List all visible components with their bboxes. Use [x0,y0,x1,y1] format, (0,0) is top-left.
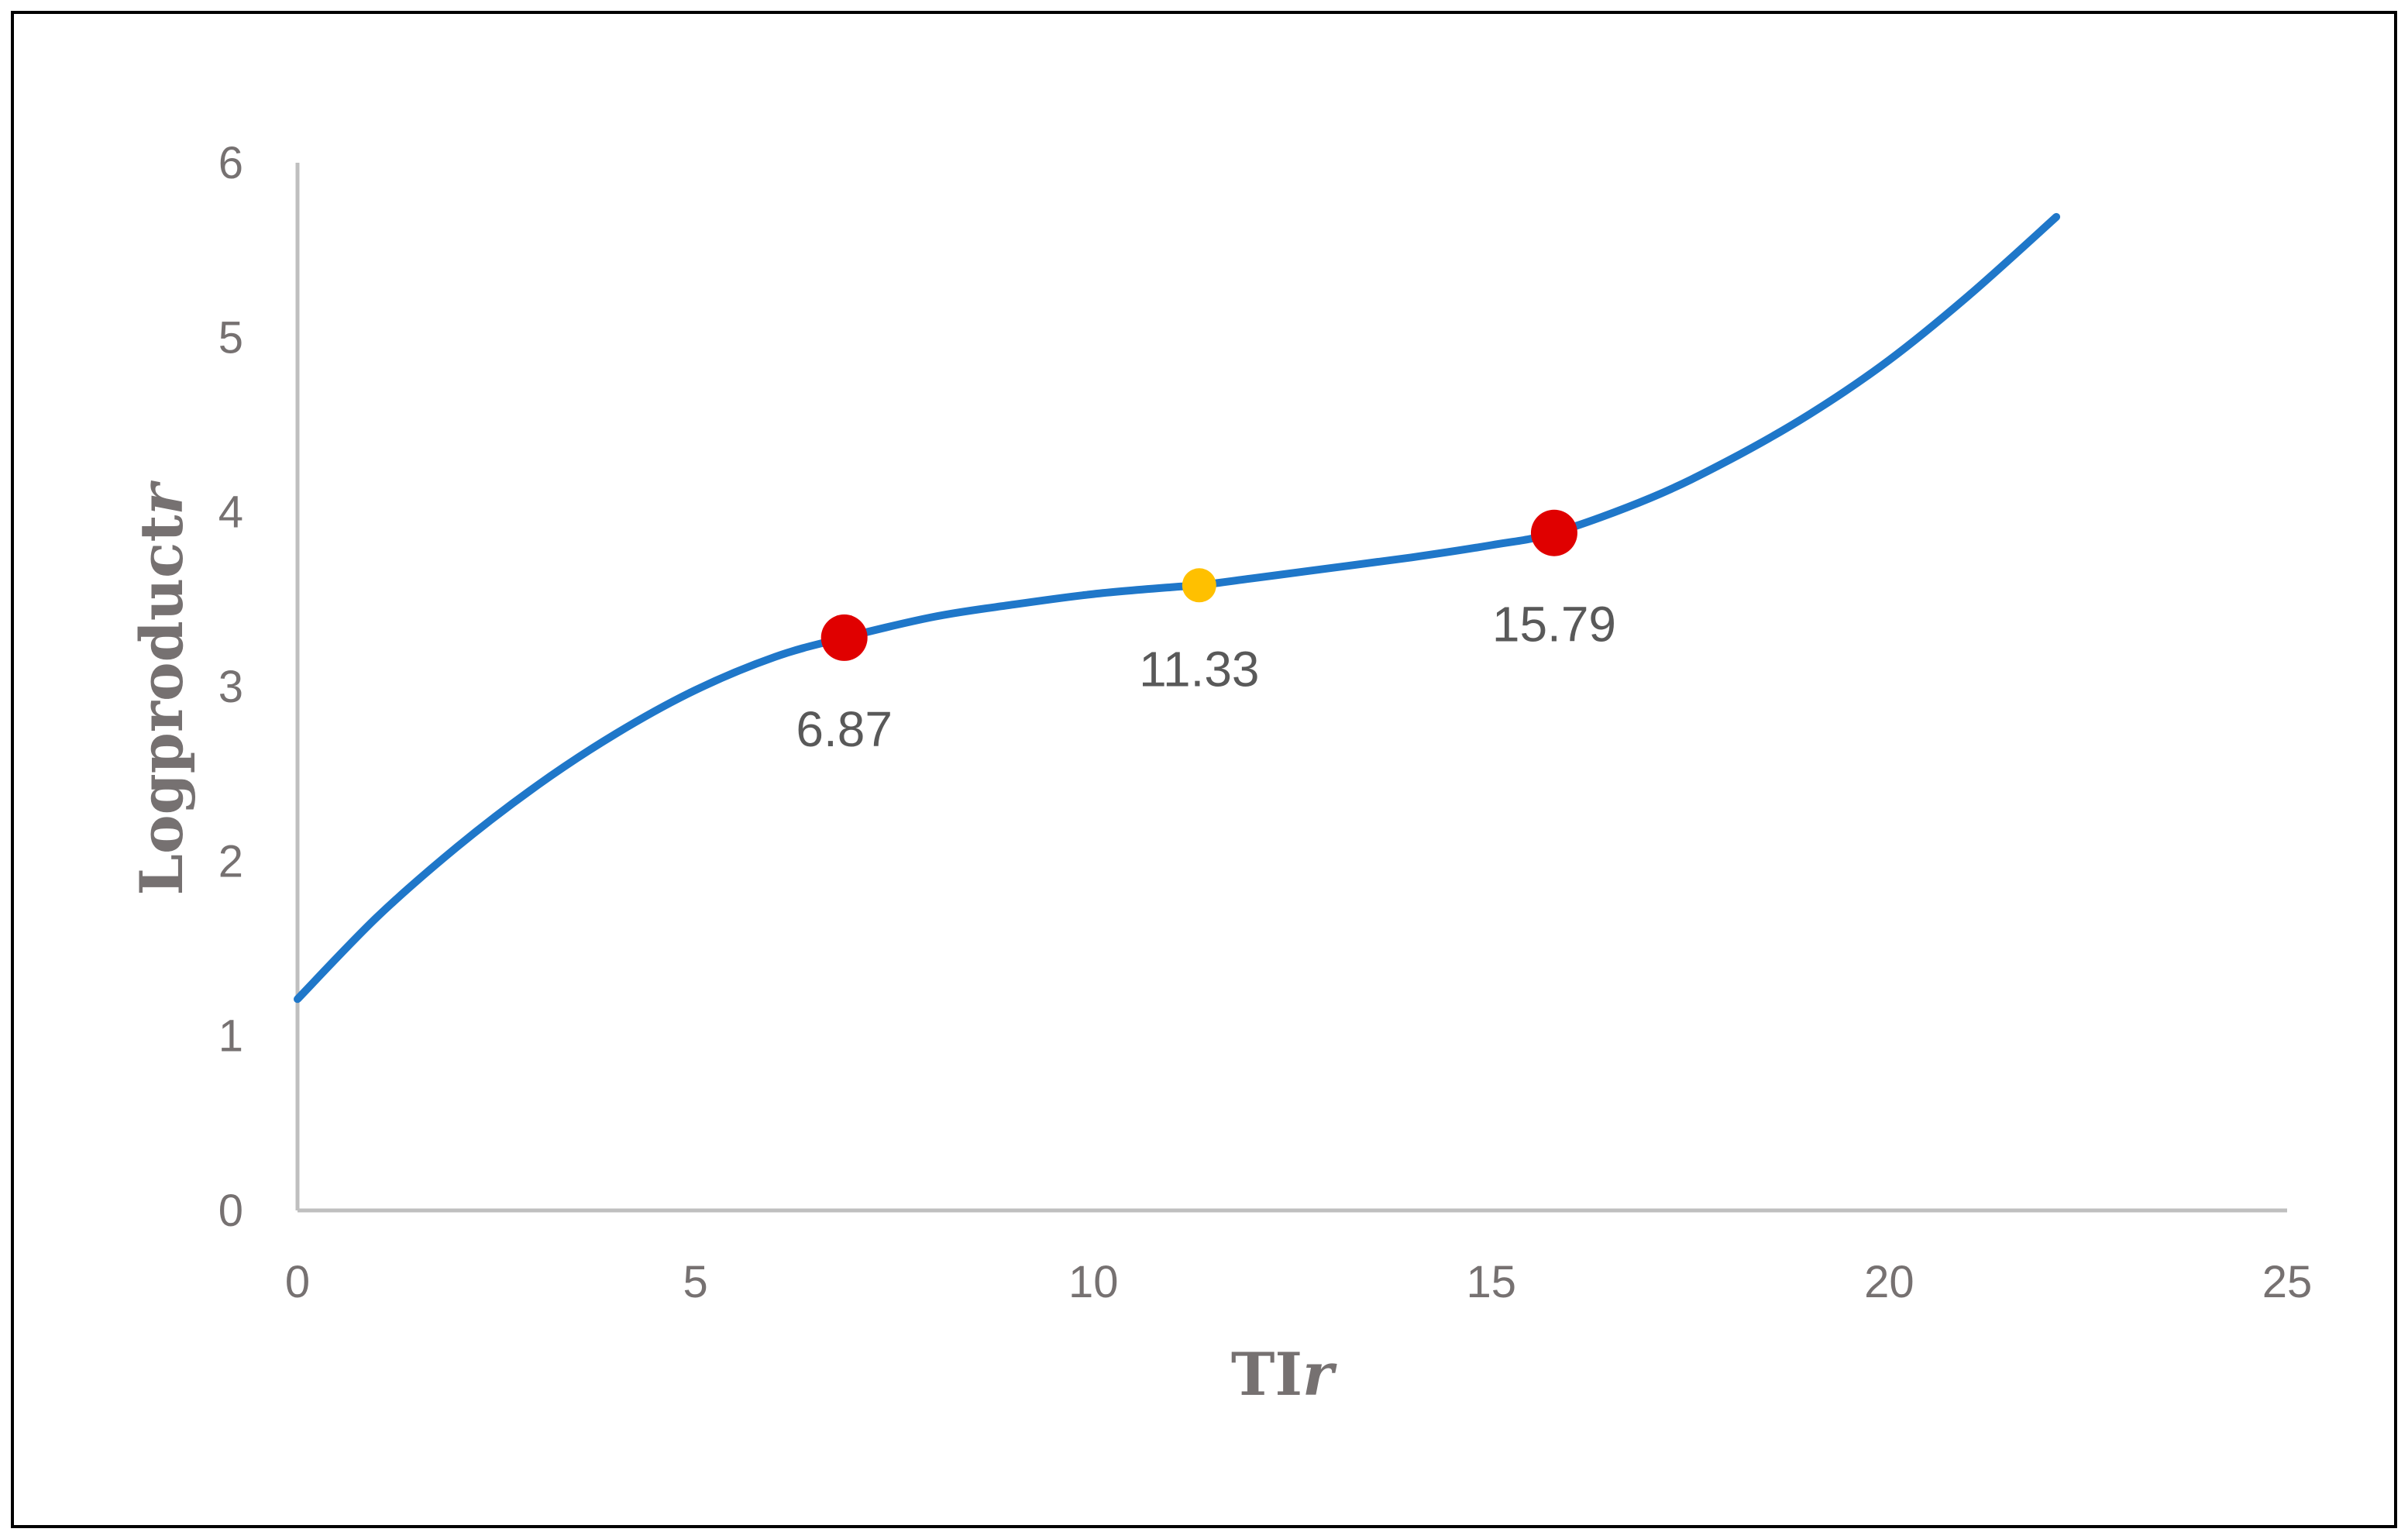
marker-point [1182,568,1216,603]
y-axis-title-text: Logproduct [127,515,196,896]
y-axis-title-suffix: r [127,480,196,515]
y-tick-label: 4 [218,487,243,538]
chart-border [11,11,2397,1528]
y-tick-label: 0 [218,1186,243,1236]
y-tick-label: 2 [218,836,243,887]
axes [295,163,2287,1213]
x-tick-label: 10 [1068,1257,1119,1307]
x-tick-labels: 0 5 10 15 20 25 [285,1257,2312,1307]
x-axis-title-text: TI [1231,1340,1302,1409]
y-axis-title: Logproductr [127,480,196,896]
markers [820,509,1577,661]
marker-point [820,614,868,661]
y-tick-label: 3 [218,662,243,712]
x-tick-label: 25 [2262,1257,2313,1307]
x-tick-label: 20 [1864,1257,1914,1307]
marker-label: 6.87 [796,701,893,757]
x-axis-title: TIr [1231,1340,1337,1409]
x-tick-label: 15 [1467,1257,1517,1307]
y-tick-label: 6 [218,138,243,188]
x-tick-label: 5 [683,1257,707,1307]
marker-label: 11.33 [1139,641,1259,697]
y-tick-label: 5 [218,312,243,363]
data-labels: 6.87 11.33 15.79 [796,597,1616,757]
y-tick-labels: 0 1 2 3 4 5 6 [218,138,243,1236]
y-tick-label: 1 [218,1011,243,1062]
x-axis-title-suffix: r [1302,1340,1337,1409]
marker-label: 15.79 [1492,597,1616,652]
marker-point [1530,509,1577,556]
x-tick-label: 0 [285,1257,310,1307]
